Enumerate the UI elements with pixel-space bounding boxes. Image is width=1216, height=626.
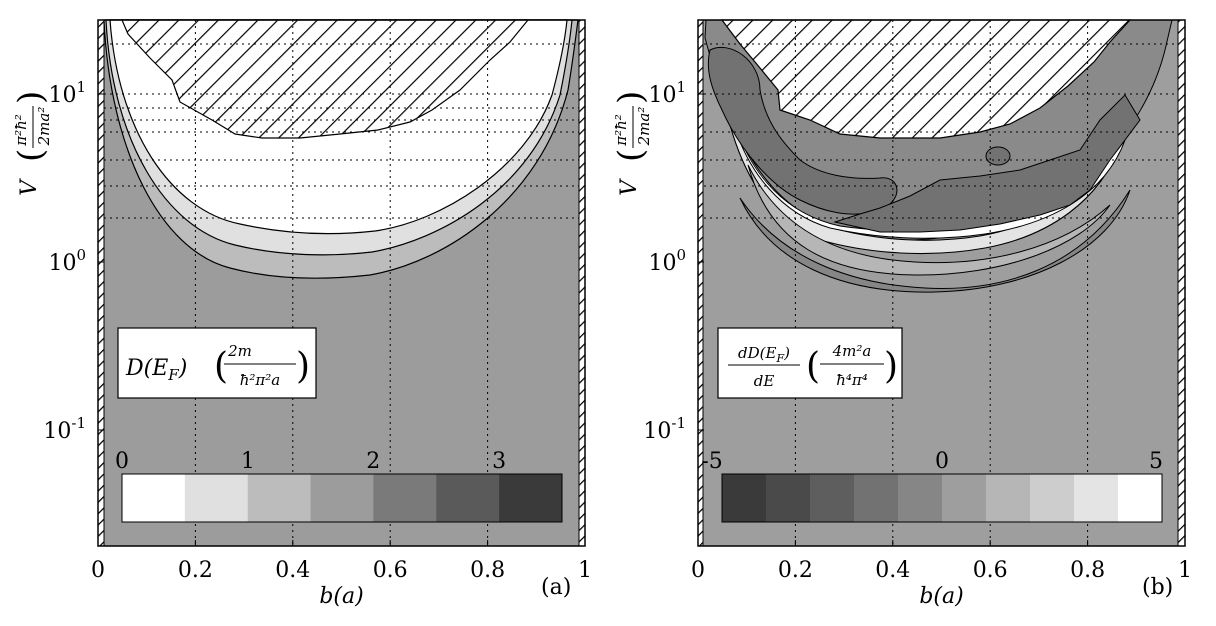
panel-b-legend-quantity-den: dE (754, 372, 775, 390)
panel-b-colorbar-swatch (942, 474, 987, 522)
panel-a-colorbar-swatch (499, 474, 563, 522)
panel-b-colorbar-swatch (722, 474, 767, 522)
panel-b-colorbar-tick-label: -5 (701, 449, 722, 474)
panel-a-frame (97, 19, 586, 547)
panel-a-colorbar-frame (121, 473, 563, 523)
panel-a-legend: D(EF) ( 2m ħ²π²a ) (117, 327, 317, 399)
panel-b-axes: 0 0.2 0.4 0.6 0.8 1 b(a) 101 100 10-1 V ( π²ħ² 2ma²) (611, 78, 1192, 609)
panel-b-x-tick-label: 0.4 (875, 558, 910, 583)
panel-a-legend-unit-num: 2m (227, 342, 252, 360)
panel-a-y-unit-num: π²ħ² (12, 114, 30, 147)
panel-a-colorbar-swatch (373, 474, 437, 522)
panel-b-patch-2 (833, 94, 1141, 233)
panel-b-y-axis-label-var: V (617, 178, 642, 196)
panel-a-colorbar-tick-label: 3 (492, 449, 506, 474)
panel-a-x-tick-label: 0 (91, 558, 105, 583)
panel-b-x-tick-label: 0 (691, 558, 705, 583)
panel-a-grid (98, 20, 585, 546)
panel-b-colorbar-swatch (898, 474, 943, 522)
panel-b-band-lower-1 (747, 164, 1111, 276)
panel-b-y-axis-label: V ( π²ħ² 2ma²) (611, 91, 653, 196)
panel-a-colorbar-tick-label: 2 (366, 449, 380, 474)
panel-a-y-unit-paren-close: ) (11, 91, 51, 104)
panel-b-right-edge (1177, 19, 1186, 547)
panel-a-colorbar-tick-label: 1 (241, 449, 255, 474)
panel-a-legend-paren-open: ( (214, 346, 228, 387)
panel-b-legend-paren-close: ) (884, 346, 898, 387)
panel-a-colorbar-swatch (184, 474, 249, 522)
panel-a-excluded-region (121, 19, 530, 139)
panel-a-x-axis-label: b(a) (319, 584, 363, 609)
panel-b-x-tick-label: 1 (1178, 558, 1192, 583)
panel-b-colorbar-swatch (1118, 474, 1163, 522)
panel-b-x-tick-label: 0.6 (973, 558, 1008, 583)
panel-b-y-tick-label: 100 (648, 246, 686, 276)
panel-b-colorbar-frame (721, 473, 1163, 523)
panel-a-colorbar-swatch (310, 474, 374, 522)
panel-a-legend-paren-close: ) (296, 346, 310, 387)
panel-a-colorbar-swatch (122, 474, 186, 522)
panel-a-y-tick-label: 101 (48, 78, 86, 108)
panel-a-x-tick-label: 0.4 (275, 558, 310, 583)
panel-a-colorbar-tick-label: 0 (115, 449, 129, 474)
panel-a-axes: 0 0.2 0.4 0.6 0.8 1 b(a) 101 100 10-1 V ( π²ħ² 2ma²) (11, 78, 592, 609)
panel-a-y-tick-label: 10-1 (43, 414, 86, 444)
panel-b-label: (b) (1142, 575, 1173, 600)
panel-b-colorbar-swatch (1030, 474, 1075, 522)
panel-a-colorbar: 0 1 2 3 (115, 449, 563, 523)
panel-a-y-tick-label: 100 (48, 246, 86, 276)
panel-a: D(EF) ( 2m ħ²π²a ) 0 1 2 3 (a) (97, 19, 586, 600)
panel-b-excluded-region (720, 19, 1132, 139)
panel-b-colorbar-tick-label: 0 (935, 449, 949, 474)
panel-b: dD(EF) dE ( 4m²a ħ⁴π⁴ ) -5 0 5 (b) (697, 19, 1186, 600)
panel-a-right-edge (578, 19, 586, 547)
panel-a-y-unit-den: 2ma² (35, 107, 53, 147)
panel-b-legend-paren-open: ( (806, 346, 820, 387)
panel-b-y-tick-label: 101 (648, 78, 686, 108)
panel-b-x-tick-label: 0.2 (778, 558, 813, 583)
panel-b-x-axis-label: b(a) (919, 584, 963, 609)
panel-a-y-axis-label: V ( π²ħ² 2ma²) (11, 91, 53, 196)
panel-b-band-lower-2 (739, 189, 1131, 293)
panel-a-colorbar-swatch (436, 474, 500, 522)
panel-a-x-tick-label: 0.8 (470, 558, 505, 583)
panel-b-colorbar-swatch (1074, 474, 1119, 522)
panel-a-legend-unit-den: ħ²π²a (240, 371, 281, 389)
panel-a-y-unit-paren-open: ( (11, 149, 51, 162)
panel-b-legend-unit-den: ħ⁴π⁴ (836, 371, 868, 389)
panel-b-colorbar-tick-label: 5 (1149, 449, 1163, 474)
panel-b-legend-unit-num: 4m²a (832, 342, 872, 360)
panel-b-y-unit-paren-close: ) (611, 91, 651, 104)
panel-b-colorbar-swatch (854, 474, 899, 522)
panel-a-colorbar-swatch (247, 474, 312, 522)
panel-b-y-unit-num: π²ħ² (612, 114, 630, 147)
panel-a-x-tick-label: 0.2 (178, 558, 213, 583)
panel-b-legend: dD(EF) dE ( 4m²a ħ⁴π⁴ ) (717, 327, 903, 399)
panel-b-colorbar: -5 0 5 (701, 449, 1163, 523)
panel-b-frame (697, 19, 1186, 547)
panel-a-y-axis-label-var: V (17, 178, 42, 196)
panel-b-grid (698, 20, 1185, 546)
panel-a-x-tick-label: 1 (578, 558, 592, 583)
panel-b-colorbar-swatch (810, 474, 855, 522)
panel-b-y-unit-paren-open: ( (611, 149, 651, 162)
panel-b-y-tick-label: 10-1 (643, 414, 686, 444)
panel-a-x-tick-label: 0.6 (373, 558, 408, 583)
panel-b-x-tick-label: 0.8 (1070, 558, 1105, 583)
panel-a-left-edge (97, 19, 105, 547)
panel-b-colorbar-swatch (766, 474, 811, 522)
panel-a-label: (a) (541, 575, 571, 600)
panel-a-legend-quantity: D(EF) (125, 356, 187, 384)
panel-b-y-unit-den: 2ma² (635, 107, 653, 147)
panel-b-patch-1 (707, 46, 898, 215)
panel-b-patch-3 (985, 146, 1011, 166)
panel-b-colorbar-swatch (986, 474, 1031, 522)
